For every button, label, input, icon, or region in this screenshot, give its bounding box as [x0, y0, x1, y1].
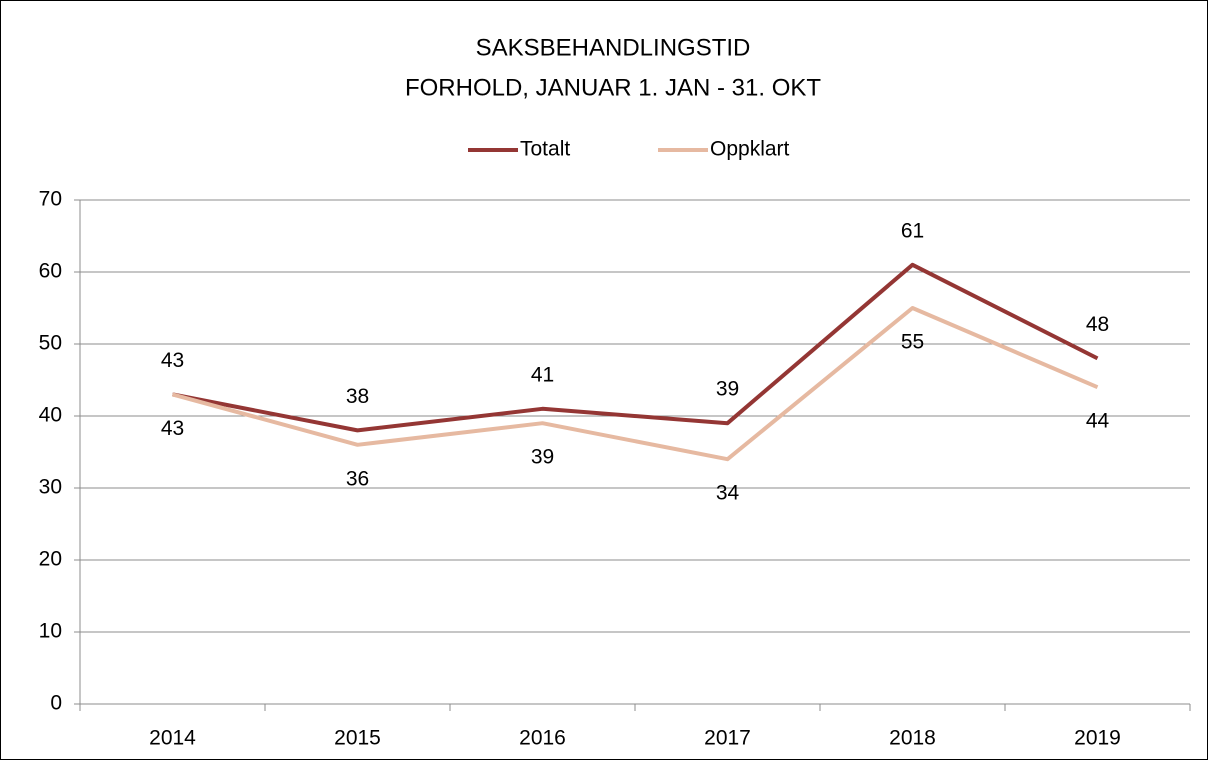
data-label: 55 [901, 331, 924, 354]
chart-subtitle: FORHOLD, JANUAR 1. JAN - 31. OKT [405, 74, 821, 101]
y-tick-label: 0 [50, 692, 62, 715]
data-label: 41 [531, 363, 554, 386]
data-label: 43 [161, 417, 184, 440]
series-line [171, 306, 1099, 462]
chart-title: SAKSBEHANDLINGSTID [476, 34, 751, 61]
data-label: 39 [531, 446, 554, 469]
data-label: 36 [346, 467, 369, 490]
data-label: 61 [901, 219, 924, 242]
y-tick-label: 70 [39, 188, 62, 211]
x-tick-label: 2016 [519, 727, 566, 750]
y-tick-label: 20 [39, 548, 62, 571]
y-tick-label: 10 [39, 620, 62, 643]
x-tick-label: 2018 [889, 727, 936, 750]
x-tick-label: 2015 [334, 727, 381, 750]
data-label: 34 [716, 482, 740, 505]
series-line [172, 262, 1099, 433]
y-tick-label: 40 [39, 404, 62, 427]
x-tick-label: 2017 [704, 727, 751, 750]
data-label: 48 [1086, 313, 1109, 336]
x-tick-label: 2019 [1074, 727, 1121, 750]
data-label: 44 [1086, 410, 1110, 433]
data-label: 43 [161, 349, 184, 372]
y-tick-label: 60 [39, 260, 62, 283]
data-label: 38 [346, 385, 369, 408]
y-tick-label: 50 [39, 332, 62, 355]
y-tick-label: 30 [39, 476, 62, 499]
data-label: 39 [716, 378, 739, 401]
legend-label: Oppklart [710, 138, 790, 161]
legend-label: Totalt [520, 138, 570, 161]
x-tick-label: 2014 [149, 727, 196, 750]
